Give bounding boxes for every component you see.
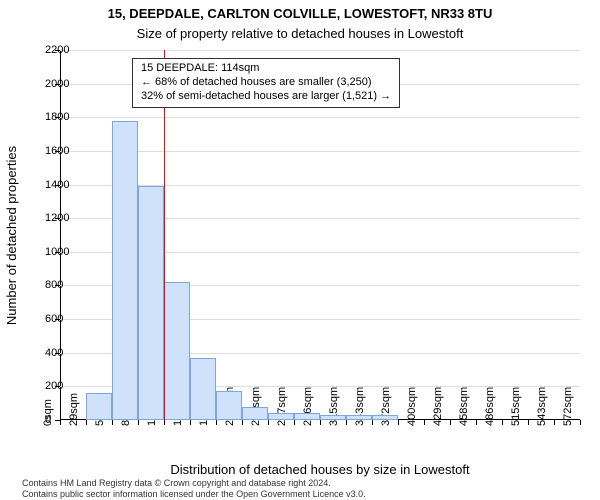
xtick-mark bbox=[86, 420, 87, 425]
footer-attribution: Contains HM Land Registry data © Crown c… bbox=[22, 478, 582, 500]
title-address: 15, DEEPDALE, CARLTON COLVILLE, LOWESTOF… bbox=[0, 6, 600, 21]
xtick-label: 515sqm bbox=[510, 387, 522, 426]
xtick-label: 315sqm bbox=[328, 387, 340, 426]
xtick-label: 29sqm bbox=[68, 393, 80, 426]
x-axis-title: Distribution of detached houses by size … bbox=[60, 462, 580, 477]
annotation-line3: 32% of semi-detached houses are larger (… bbox=[141, 90, 391, 104]
gridline bbox=[60, 117, 580, 118]
xtick-label: 343sqm bbox=[354, 387, 366, 426]
xtick-mark bbox=[450, 420, 451, 425]
histogram-bar bbox=[242, 407, 267, 420]
xtick-mark bbox=[190, 420, 191, 425]
ytick-label: 2000 bbox=[45, 78, 50, 90]
xtick-mark bbox=[320, 420, 321, 425]
xtick-mark bbox=[554, 420, 555, 425]
histogram-bar bbox=[216, 391, 241, 420]
xtick-label: 486sqm bbox=[484, 387, 496, 426]
xtick-mark bbox=[164, 420, 165, 425]
ytick-label: 400 bbox=[45, 347, 50, 359]
xtick-mark bbox=[372, 420, 373, 425]
xtick-label: 572sqm bbox=[562, 387, 574, 426]
xtick-mark bbox=[268, 420, 269, 425]
ytick-label: 800 bbox=[45, 279, 50, 291]
xtick-label: 543sqm bbox=[536, 387, 548, 426]
xtick-mark bbox=[398, 420, 399, 425]
annotation-box: 15 DEEPDALE: 114sqm← 68% of detached hou… bbox=[132, 58, 400, 108]
ytick-label: 1400 bbox=[45, 179, 50, 191]
xtick-mark bbox=[242, 420, 243, 425]
y-axis-title-text: Number of detached properties bbox=[5, 145, 20, 324]
histogram-bar bbox=[164, 282, 189, 420]
annotation-line2: ← 68% of detached houses are smaller (3,… bbox=[141, 76, 391, 90]
gridline bbox=[60, 50, 580, 51]
xtick-label: 429sqm bbox=[432, 387, 444, 426]
ytick-label: 200 bbox=[45, 380, 50, 392]
histogram-bar bbox=[268, 413, 293, 420]
y-axis bbox=[60, 50, 61, 420]
xtick-mark bbox=[346, 420, 347, 425]
y-axis-title: Number of detached properties bbox=[4, 50, 20, 420]
histogram-bar bbox=[138, 186, 163, 420]
xtick-mark bbox=[580, 420, 581, 425]
histogram-bar bbox=[346, 415, 371, 420]
histogram-bar bbox=[190, 358, 215, 420]
plot-area: 0200400600800100012001400160018002000220… bbox=[60, 50, 580, 420]
chart-container: 15, DEEPDALE, CARLTON COLVILLE, LOWESTOF… bbox=[0, 0, 600, 500]
footer-line2: Contains public sector information licen… bbox=[22, 489, 582, 500]
ytick-label: 2200 bbox=[45, 44, 50, 56]
ytick-label: 600 bbox=[45, 313, 50, 325]
xtick-label: 257sqm bbox=[276, 387, 288, 426]
xtick-label: 400sqm bbox=[406, 387, 418, 426]
histogram-bar bbox=[372, 415, 397, 420]
histogram-bar bbox=[86, 393, 111, 420]
xtick-label: 372sqm bbox=[380, 387, 392, 426]
ytick-label: 1200 bbox=[45, 212, 50, 224]
histogram-bar bbox=[320, 415, 345, 420]
ytick-label: 1600 bbox=[45, 145, 50, 157]
xtick-label: 458sqm bbox=[458, 387, 470, 426]
ytick-label: 1000 bbox=[45, 246, 50, 258]
histogram-bar bbox=[294, 413, 319, 420]
xtick-mark bbox=[112, 420, 113, 425]
xtick-label: 0sqm bbox=[42, 399, 54, 426]
ytick-label: 1800 bbox=[45, 111, 50, 123]
xtick-mark bbox=[502, 420, 503, 425]
xtick-mark bbox=[476, 420, 477, 425]
xtick-mark bbox=[528, 420, 529, 425]
xtick-mark bbox=[424, 420, 425, 425]
xtick-mark bbox=[216, 420, 217, 425]
histogram-bar bbox=[112, 121, 137, 420]
xtick-mark bbox=[294, 420, 295, 425]
annotation-line1: 15 DEEPDALE: 114sqm bbox=[141, 62, 391, 76]
gridline bbox=[60, 151, 580, 152]
xtick-label: 286sqm bbox=[302, 387, 314, 426]
xtick-mark bbox=[138, 420, 139, 425]
title-subtitle: Size of property relative to detached ho… bbox=[0, 26, 600, 41]
footer-line1: Contains HM Land Registry data © Crown c… bbox=[22, 478, 582, 489]
xtick-mark bbox=[60, 420, 61, 425]
